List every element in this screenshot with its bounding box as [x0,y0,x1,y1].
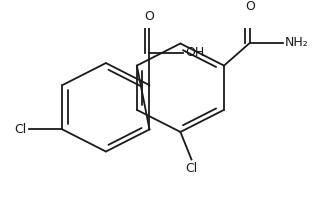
Text: O: O [245,0,255,13]
Text: NH₂: NH₂ [285,36,309,50]
Text: Cl: Cl [185,162,198,175]
Text: O: O [144,10,154,23]
Text: OH: OH [186,46,205,59]
Text: Cl: Cl [14,123,26,136]
